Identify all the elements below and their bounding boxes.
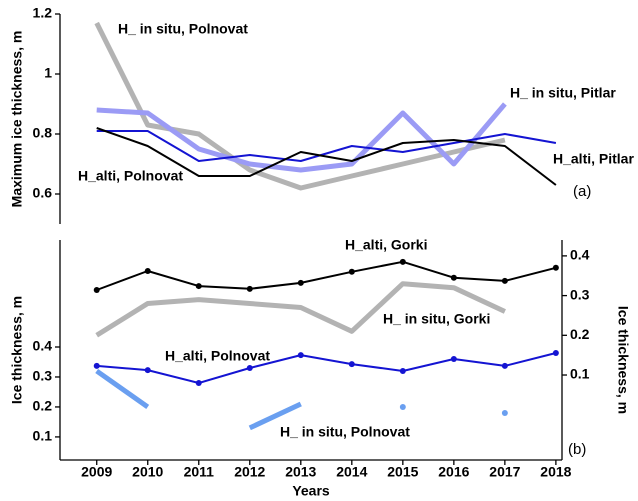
marker bbox=[552, 264, 559, 271]
x-tick-label: 2009 bbox=[81, 464, 112, 480]
marker bbox=[144, 267, 151, 274]
y-tick-label: 0.6 bbox=[33, 185, 53, 201]
series-label: H_alti, Polnovat bbox=[78, 168, 183, 184]
y2-tick-label: 0.4 bbox=[570, 247, 590, 263]
x-tick-label: 2012 bbox=[234, 464, 265, 480]
marker bbox=[399, 258, 406, 265]
x-tick-label: 2010 bbox=[132, 464, 163, 480]
marker bbox=[93, 362, 100, 369]
series-line bbox=[96, 260, 557, 291]
y-axis-label: Maximum ice thickness, m bbox=[9, 31, 25, 208]
series-label: H_alti, Pitlar bbox=[553, 151, 634, 167]
y2-tick-label: 0.1 bbox=[570, 366, 590, 382]
y-tick-label: 1 bbox=[44, 65, 52, 81]
marker bbox=[297, 352, 304, 359]
series-line bbox=[95, 368, 150, 409]
marker bbox=[93, 287, 100, 294]
y2-tick-label: 0.3 bbox=[570, 286, 590, 302]
marker bbox=[552, 349, 559, 356]
series-line bbox=[94, 21, 506, 191]
y-tick-label: 0.4 bbox=[33, 338, 53, 354]
marker bbox=[297, 279, 304, 286]
marker bbox=[246, 285, 253, 292]
panel-label: (a) bbox=[573, 183, 591, 200]
series-line bbox=[96, 130, 557, 162]
series-line bbox=[248, 401, 302, 431]
series-label: H_alti, Gorki bbox=[345, 237, 427, 253]
marker bbox=[348, 361, 355, 368]
x-tick-label: 2013 bbox=[285, 464, 316, 480]
panel-label: (b) bbox=[568, 441, 586, 458]
series-label: H_ in situ, Polnovat bbox=[280, 424, 410, 440]
y-tick-label: 0.3 bbox=[33, 368, 53, 384]
marker bbox=[195, 283, 202, 290]
x-tick-label: 2011 bbox=[184, 464, 215, 480]
marker bbox=[501, 362, 508, 369]
y-axis-label: Ice thickness, m bbox=[9, 296, 25, 404]
marker bbox=[195, 379, 202, 386]
x-tick-label: 2016 bbox=[438, 464, 469, 480]
y-tick-label: 1.2 bbox=[33, 5, 53, 21]
series-label: H_ in situ, Gorki bbox=[383, 311, 490, 327]
series-line bbox=[96, 352, 557, 384]
marker bbox=[501, 277, 508, 284]
x-tick-label: 2017 bbox=[489, 464, 520, 480]
x-tick-label: 2018 bbox=[540, 464, 571, 480]
series-label: H_ in situ, Pitlar bbox=[510, 85, 616, 101]
x-tick-label: 2014 bbox=[336, 464, 367, 480]
data-point bbox=[399, 403, 406, 410]
marker bbox=[450, 274, 457, 281]
data-point bbox=[501, 409, 508, 416]
y-tick-label: 0.8 bbox=[33, 125, 53, 141]
marker bbox=[450, 355, 457, 362]
y-tick-label: 0.2 bbox=[33, 398, 53, 414]
marker bbox=[348, 268, 355, 275]
x-axis-label: Years bbox=[292, 483, 330, 499]
series-line bbox=[96, 127, 557, 186]
marker bbox=[246, 364, 253, 371]
series-line bbox=[95, 281, 506, 338]
series-label: H_ in situ, Polnovat bbox=[118, 21, 248, 37]
marker bbox=[144, 367, 151, 374]
marker bbox=[399, 367, 406, 374]
x-tick-label: 2015 bbox=[387, 464, 418, 480]
series-label: H_alti, Polnovat bbox=[165, 348, 270, 364]
y-tick-label: 0.1 bbox=[33, 428, 53, 444]
y2-axis-label: Ice thickness, m bbox=[615, 306, 631, 414]
y2-tick-label: 0.2 bbox=[570, 326, 590, 342]
